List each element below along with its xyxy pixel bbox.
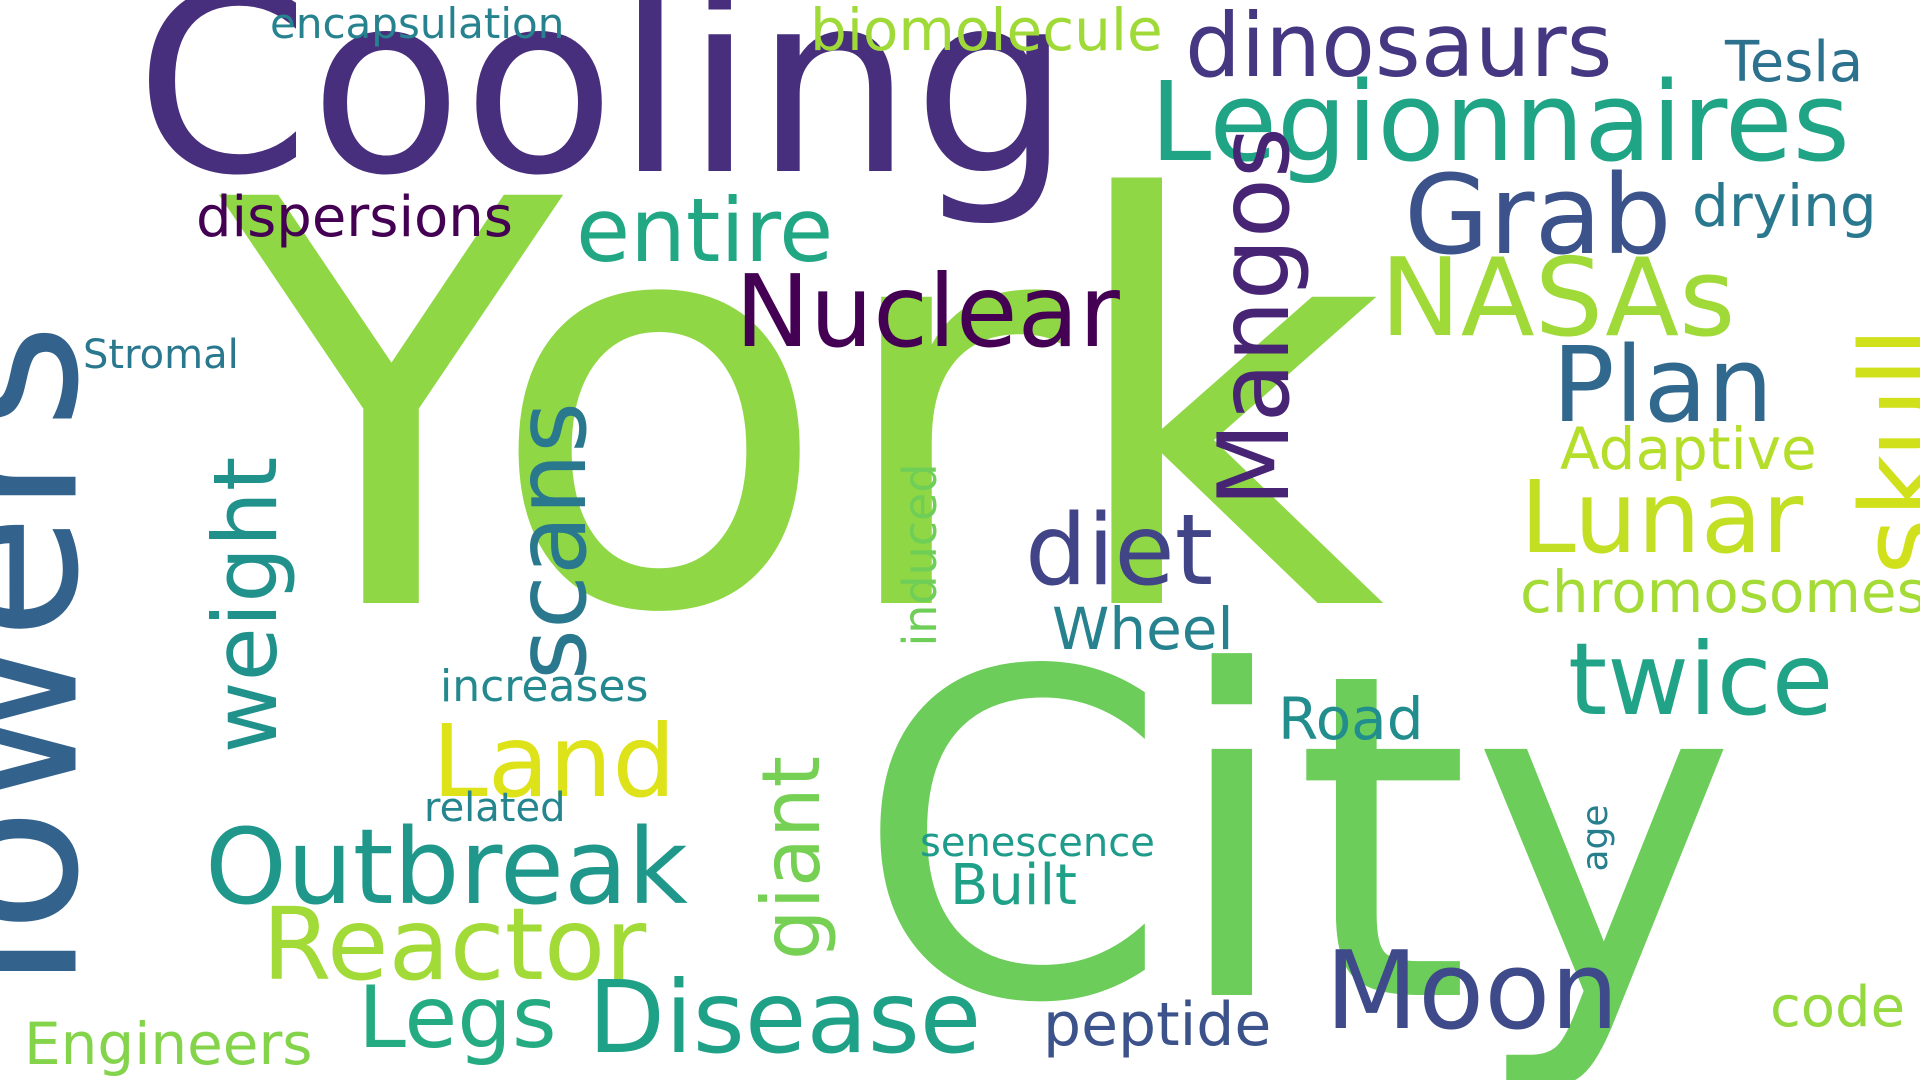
word-nuclear: Nuclear bbox=[735, 253, 1120, 370]
word-outbreak: Outbreak bbox=[205, 806, 688, 928]
word-tesla: Tesla bbox=[1725, 30, 1864, 95]
word-encapsulation: encapsulation bbox=[270, 0, 565, 48]
word-legionnaires: Legionnaires bbox=[1150, 58, 1850, 186]
word-moon: Moon bbox=[1325, 929, 1619, 1054]
word-stromal: Stromal bbox=[83, 332, 239, 378]
word-scans: scans bbox=[495, 401, 609, 681]
word-grab: Grab bbox=[1404, 151, 1672, 279]
word-biomolecule: biomolecule bbox=[810, 0, 1163, 64]
word-twice: twice bbox=[1568, 621, 1834, 738]
word-reactor: Reactor bbox=[262, 886, 647, 1003]
word-code: code bbox=[1770, 975, 1906, 1040]
word-peptide: peptide bbox=[1043, 990, 1272, 1060]
word-diet: diet bbox=[1025, 494, 1214, 608]
word-dinosaurs: dinosaurs bbox=[1185, 0, 1613, 97]
word-drying: drying bbox=[1692, 172, 1877, 240]
word-disease: Disease bbox=[588, 959, 982, 1076]
word-road: Road bbox=[1278, 685, 1424, 753]
word-related: related bbox=[424, 785, 566, 831]
word-age: age bbox=[1575, 804, 1616, 872]
word-induced: induced bbox=[893, 463, 947, 647]
word-lunar: Lunar bbox=[1520, 459, 1804, 576]
word-chromosomes: chromosomes bbox=[1520, 558, 1920, 626]
word-entire: entire bbox=[576, 179, 834, 282]
word-senescence: senescence bbox=[920, 820, 1155, 866]
word-dispersions: dispersions bbox=[196, 185, 513, 250]
word-cooling: Cooling bbox=[135, 0, 1072, 230]
word-city: City bbox=[855, 578, 1737, 1080]
word-built: Built bbox=[950, 853, 1077, 918]
word-legs: Legs bbox=[358, 968, 557, 1068]
word-wheel: Wheel bbox=[1052, 595, 1234, 663]
word-plan: Plan bbox=[1552, 324, 1774, 446]
word-land: Land bbox=[432, 703, 676, 820]
word-nasas: NASAs bbox=[1380, 236, 1736, 361]
word-weight: weight bbox=[194, 456, 297, 754]
word-increases: increases bbox=[440, 661, 649, 712]
word-towers: Towers bbox=[0, 322, 125, 1024]
word-mangos: Mangos bbox=[1198, 127, 1312, 507]
word-engineers: Engineers bbox=[24, 1010, 313, 1078]
word-york: York bbox=[220, 84, 1385, 736]
word-adaptive: Adaptive bbox=[1560, 415, 1817, 483]
